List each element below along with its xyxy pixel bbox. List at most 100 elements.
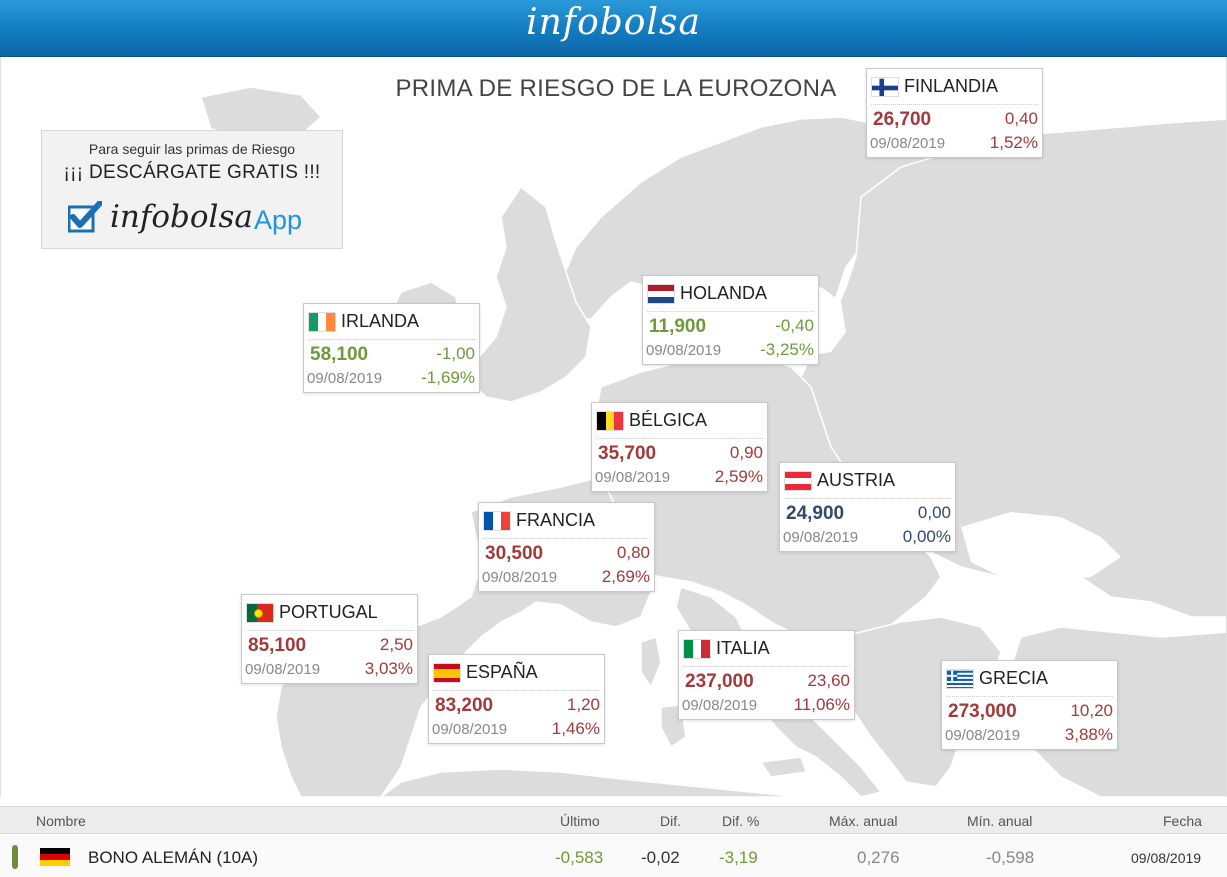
risk-premium-value: 83,200 (435, 695, 494, 716)
card-grecia[interactable]: GRECIA 273,000 10,20 09/08/2019 3,88% (941, 660, 1118, 750)
card-divider (946, 696, 1113, 697)
site-header: infobolsa (0, 0, 1227, 57)
col-header-min[interactable]: Mín. anual (967, 813, 1033, 829)
risk-premium-date: 09/08/2019 (595, 469, 671, 486)
risk-premium-date: 09/08/2019 (307, 370, 383, 387)
flag-finlandia-icon (871, 77, 899, 97)
card-espana[interactable]: ESPAÑA 83,200 1,20 09/08/2019 1,46% (428, 654, 605, 744)
card-divider (647, 311, 814, 312)
bond-date: 09/08/2019 (1131, 850, 1202, 866)
risk-premium-dif: 0,40 (1004, 109, 1038, 128)
risk-premium-pct: 1,46% (551, 719, 600, 738)
risk-premium-value: 85,100 (248, 635, 307, 656)
risk-premium-value: 11,900 (649, 316, 707, 337)
promo-app-label: App (254, 205, 303, 235)
app-promo-banner[interactable]: Para seguir las primas de Riesgo ¡¡¡ DES… (41, 130, 343, 249)
risk-premium-dif: 23,60 (807, 671, 850, 690)
country-name: ITALIA (716, 638, 770, 658)
page-title: PRIMA DE RIESGO DE LA EUROZONA (395, 75, 837, 102)
risk-premium-value: 26,700 (873, 109, 932, 130)
card-divider (308, 339, 475, 340)
col-header-date[interactable]: Fecha (1163, 813, 1202, 829)
card-italia[interactable]: ITALIA 237,000 23,60 09/08/2019 11,06% (678, 630, 855, 720)
flag-irlanda-icon (308, 312, 336, 332)
flag-francia-icon (483, 511, 511, 531)
infobolsa-logo[interactable]: infobolsa (526, 2, 701, 43)
bond-last: -0,583 (555, 848, 604, 867)
col-header-max[interactable]: Máx. anual (829, 813, 898, 829)
risk-premium-date: 09/08/2019 (783, 529, 859, 546)
col-header-name[interactable]: Nombre (36, 813, 86, 829)
card-francia[interactable]: FRANCIA 30,500 0,80 09/08/2019 2,69% (478, 502, 655, 592)
risk-premium-dif: -1,00 (436, 344, 475, 363)
risk-premium-dif: 0,90 (729, 443, 763, 462)
risk-premium-dif: 2,50 (379, 635, 413, 654)
flag-italia-icon (683, 639, 711, 659)
risk-premium-value: 30,500 (485, 543, 544, 564)
risk-premium-pct: 3,88% (1064, 725, 1113, 744)
flag-austria-icon (784, 471, 812, 491)
country-name: ESPAÑA (466, 662, 538, 682)
flag-espana-icon (433, 663, 461, 683)
card-austria[interactable]: AUSTRIA 24,900 0,00 09/08/2019 0,00% (779, 462, 956, 552)
risk-premium-pct: 0,00% (902, 527, 951, 546)
col-header-dif[interactable]: Dif. (660, 813, 681, 829)
country-name: HOLANDA (680, 283, 768, 303)
risk-premium-dif: 1,20 (566, 695, 600, 714)
promo-brand: infobolsa (110, 199, 253, 235)
risk-premium-pct: 11,06% (793, 695, 850, 714)
card-divider (433, 690, 600, 691)
flag-grecia-icon (946, 669, 974, 689)
card-belgica[interactable]: BÉLGICA 35,700 0,90 09/08/2019 2,59% (591, 402, 768, 492)
bond-dif: -0,02 (641, 848, 680, 867)
card-divider (596, 438, 763, 439)
table-row[interactable]: BONO ALEMÁN (10A) -0,583 -0,02 -3,19 0,2… (0, 835, 1227, 877)
card-portugal[interactable]: PORTUGAL 85,100 2,50 09/08/2019 3,03% (241, 594, 418, 684)
eurozone-map: PRIMA DE RIESGO DE LA EUROZONA Para segu… (0, 57, 1227, 797)
risk-premium-date: 09/08/2019 (482, 569, 558, 586)
card-finlandia[interactable]: FINLANDIA 26,700 0,40 09/08/2019 1,52% (866, 68, 1043, 158)
card-divider (784, 498, 951, 499)
promo-line-1: Para seguir las primas de Riesgo (88, 141, 296, 157)
flag-portugal-icon (246, 603, 274, 623)
risk-premium-pct: 1,52% (989, 133, 1038, 152)
risk-premium-date: 09/08/2019 (245, 661, 321, 678)
checkbox-check-icon (68, 201, 102, 233)
country-name: IRLANDA (341, 311, 420, 331)
bond-min: -0,598 (986, 848, 1035, 867)
country-name: FINLANDIA (904, 76, 999, 96)
risk-premium-date: 09/08/2019 (432, 721, 508, 738)
country-name: BÉLGICA (629, 410, 708, 430)
row-status-marker (12, 845, 18, 869)
country-name: PORTUGAL (279, 602, 378, 622)
risk-premium-pct: -3,25% (760, 340, 814, 359)
risk-premium-pct: -1,69% (421, 368, 475, 387)
col-header-last[interactable]: Último (560, 813, 600, 829)
country-name: FRANCIA (516, 510, 596, 530)
risk-premium-dif: 0,80 (616, 543, 650, 562)
risk-premium-value: 35,700 (598, 443, 657, 464)
bond-name[interactable]: BONO ALEMÁN (10A) (88, 848, 259, 867)
risk-premium-dif: 0,00 (917, 503, 951, 522)
flag-belgica-icon (596, 411, 624, 431)
card-divider (483, 538, 650, 539)
risk-premium-value: 237,000 (685, 671, 754, 692)
risk-premium-dif: -0,40 (775, 316, 814, 335)
risk-premium-value: 273,000 (948, 701, 1017, 722)
bond-max: 0,276 (857, 848, 900, 867)
card-irlanda[interactable]: IRLANDA 58,100 -1,00 09/08/2019 -1,69% (303, 303, 480, 393)
card-holanda[interactable]: HOLANDA 11,900 -0,40 09/08/2019 -3,25% (642, 275, 819, 365)
flag-alemania-icon (40, 848, 70, 866)
col-header-dif-pct[interactable]: Dif. % (722, 813, 760, 829)
flag-holanda-icon (647, 284, 675, 304)
risk-premium-date: 09/08/2019 (870, 135, 946, 152)
promo-line-2: ¡¡¡ DESCÁRGATE GRATIS !!! (63, 162, 321, 183)
risk-premium-date: 09/08/2019 (945, 727, 1021, 744)
card-divider (871, 104, 1038, 105)
bond-dif-pct: -3,19 (719, 848, 758, 867)
card-divider (246, 630, 413, 631)
risk-premium-pct: 3,03% (364, 659, 413, 678)
risk-premium-value: 58,100 (310, 344, 369, 365)
risk-premium-dif: 10,20 (1070, 701, 1113, 720)
bond-table-header: Nombre Último Dif. Dif. % Máx. anual Mín… (0, 806, 1227, 834)
